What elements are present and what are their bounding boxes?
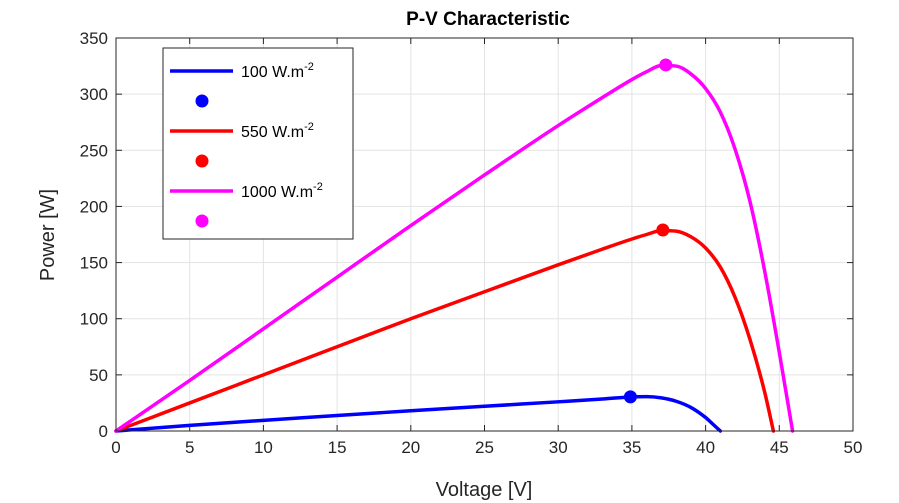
series-line-0 <box>114 394 723 433</box>
x-axis-label: Voltage [V] <box>436 479 533 501</box>
series-line-2 <box>114 63 795 433</box>
x-tick-label: 45 <box>770 438 789 457</box>
legend-label: 100 W.m-2 <box>241 61 314 81</box>
x-tick-label: 0 <box>111 438 120 457</box>
legend-label: 550 W.m-2 <box>241 121 314 141</box>
x-tick-label: 20 <box>401 438 420 457</box>
legend-marker-swatch <box>195 214 209 228</box>
legend-marker-swatch <box>195 94 209 108</box>
x-tick-label: 5 <box>185 438 194 457</box>
x-tick-label: 35 <box>622 438 641 457</box>
mpp-marker-0 <box>623 390 637 404</box>
legend-label-text: 100 W.m <box>241 64 304 81</box>
y-tick-label: 100 <box>80 310 108 329</box>
chart-title: P-V Characteristic <box>406 9 570 30</box>
y-tick-label: 250 <box>80 141 108 160</box>
ticks: 0 5 10 15 20 25 30 35 40 45 50 0 50 100 150 200 250 300 35… <box>80 29 863 457</box>
legend-label-exponent: -2 <box>304 121 314 133</box>
series-line-1 <box>114 228 776 433</box>
y-tick-label: 0 <box>99 422 108 441</box>
legend-label-text: 550 W.m <box>241 124 304 141</box>
y-axis-label: Power [W] <box>37 189 59 281</box>
y-tick-label: 50 <box>89 366 108 385</box>
legend-marker-swatch <box>195 154 209 168</box>
x-tick-label: 50 <box>844 438 863 457</box>
legend-label: 1000 W.m-2 <box>241 181 323 201</box>
legend-box <box>162 47 354 240</box>
legend-label-exponent: -2 <box>304 61 314 73</box>
x-tick-label: 40 <box>696 438 715 457</box>
y-tick-label: 150 <box>80 254 108 273</box>
y-tick-label: 300 <box>80 85 108 104</box>
legend-label-exponent: -2 <box>313 181 323 193</box>
y-tick-label: 200 <box>80 197 108 216</box>
x-tick-label: 10 <box>254 438 273 457</box>
mpp-marker-1 <box>656 223 670 237</box>
mpp-marker-2 <box>659 58 673 72</box>
x-tick-label: 25 <box>475 438 494 457</box>
legend-label-text: 1000 W.m <box>241 184 313 201</box>
x-tick-label: 30 <box>549 438 568 457</box>
x-tick-label: 15 <box>328 438 347 457</box>
series-layer <box>114 58 795 433</box>
y-tick-label: 350 <box>80 29 108 48</box>
